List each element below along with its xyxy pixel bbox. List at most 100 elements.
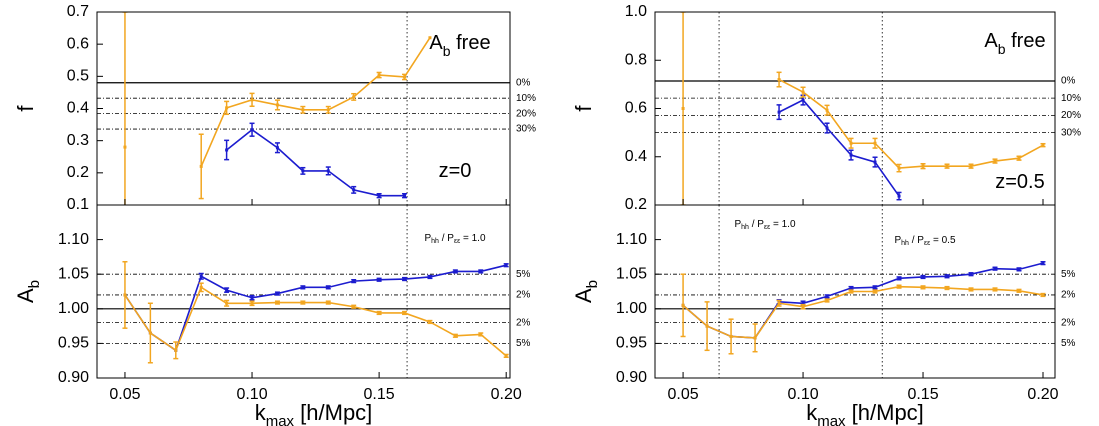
text-part: f [571, 105, 596, 112]
text-part: free [1006, 30, 1046, 52]
data-point [301, 285, 305, 289]
text-part: A [13, 288, 38, 303]
y-tick-label: 0.95 [616, 335, 647, 352]
annotation: z=0.5 [995, 171, 1044, 193]
plot-area [655, 205, 1055, 378]
reference-label: 2% [1061, 290, 1076, 301]
data-point [969, 287, 973, 291]
data-point [301, 301, 305, 305]
data-point [275, 292, 279, 296]
y-tick-label: 0.4 [67, 100, 89, 117]
data-point [921, 285, 925, 289]
text-part: k [255, 400, 267, 425]
data-point [428, 36, 432, 40]
series-line [778, 99, 900, 197]
x-tick-label: 0.05 [109, 386, 140, 403]
x-tick-label: 0.15 [907, 386, 938, 403]
data-point [1041, 293, 1045, 297]
text-part: = 1.0 [460, 233, 486, 244]
reference-label: 30% [1061, 127, 1081, 138]
data-point [403, 194, 407, 198]
annotation: Phh / Pεε = 1.0 [734, 219, 795, 232]
y-tick-label: 0.6 [67, 35, 89, 52]
text-part: b [998, 41, 1006, 57]
data-point [504, 354, 508, 358]
y-tick-label: 1.00 [616, 300, 647, 317]
reference-label: 5% [1061, 269, 1076, 280]
reference-label: 0% [516, 77, 531, 88]
reference-label: 2% [516, 317, 531, 328]
text-part: hh [431, 238, 439, 245]
data-point [873, 160, 877, 164]
data-point [275, 103, 279, 107]
data-point [225, 106, 229, 110]
y-tick-label: 0.3 [67, 132, 89, 149]
data-point [1041, 143, 1045, 147]
text-part: P [894, 235, 901, 246]
text-part: εε [924, 240, 930, 247]
y-tick-label: 1.05 [616, 265, 647, 282]
text-part: b [584, 280, 601, 288]
data-point [428, 320, 432, 324]
data-point [403, 311, 407, 315]
data-point [250, 98, 254, 102]
data-point [897, 194, 901, 198]
data-point [825, 298, 829, 302]
data-point [777, 110, 781, 114]
data-point [921, 275, 925, 279]
data-point [801, 90, 805, 94]
data-point [453, 334, 457, 338]
data-point [326, 108, 330, 112]
reference-label: 20% [516, 108, 536, 119]
data-point [825, 126, 829, 130]
data-point [849, 290, 853, 293]
data-point [681, 303, 685, 307]
text-part: / P [749, 219, 764, 230]
data-point [897, 166, 901, 170]
data-point [873, 290, 877, 293]
y-tick-label: 0.6 [625, 100, 647, 117]
data-point [777, 301, 781, 305]
reference-label: 10% [1061, 93, 1081, 104]
data-point [801, 301, 805, 305]
y-tick-label: 1.10 [58, 231, 89, 248]
data-point [729, 334, 733, 338]
text-part: A [571, 288, 596, 303]
data-point [801, 305, 805, 309]
text-part: / P [439, 233, 454, 244]
x-axis-label: kmax [h/Mpc] [255, 400, 373, 426]
data-point [825, 108, 829, 112]
data-point [403, 277, 407, 281]
text-part: [h/Mpc] [294, 400, 372, 425]
text-part: P [734, 219, 741, 230]
data-point [275, 301, 279, 305]
data-point [753, 336, 757, 340]
data-point [777, 78, 781, 82]
x-tick-label: 0.10 [236, 386, 267, 403]
data-point [250, 128, 254, 132]
text-part: εε [454, 238, 460, 245]
x-axis-label: kmax [h/Mpc] [806, 400, 924, 426]
data-point [1017, 267, 1021, 271]
series-line [124, 264, 507, 352]
data-point [377, 311, 381, 315]
y-tick-label: 0.1 [67, 196, 89, 213]
data-point [849, 141, 853, 145]
y-tick-label: 1.00 [58, 300, 89, 317]
data-point [1017, 289, 1021, 293]
data-point [969, 272, 973, 276]
annotation: Phh / Pεε = 1.0 [424, 233, 485, 246]
x-tick-label: 0.20 [491, 386, 522, 403]
reference-label: 30% [516, 124, 536, 135]
data-point [681, 107, 685, 110]
data-point [352, 188, 356, 192]
y-tick-label: 1.05 [58, 265, 89, 282]
text-part: z=0 [439, 160, 472, 182]
data-point [403, 75, 407, 79]
data-point [199, 285, 203, 289]
data-point [945, 274, 949, 278]
x-tick-label: 0.15 [364, 386, 395, 403]
text-part: z=0.5 [995, 171, 1044, 193]
reference-label: 2% [516, 290, 531, 301]
